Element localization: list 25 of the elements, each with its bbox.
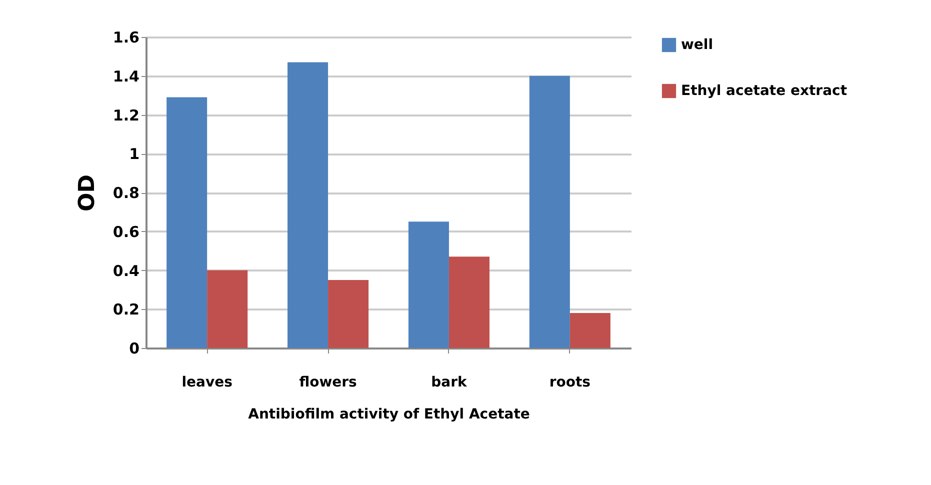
legend-label: Ethyl acetate extract	[681, 83, 848, 99]
legend-label: well	[681, 37, 714, 53]
x-tick-label: bark	[431, 374, 468, 390]
y-axis-title: OD	[74, 174, 100, 212]
bar	[408, 222, 449, 348]
x-tick-label: leaves	[182, 374, 232, 390]
bar	[207, 270, 248, 348]
y-tick-label: 1.4	[112, 67, 140, 86]
bar	[448, 256, 490, 348]
bar	[529, 76, 570, 348]
bar	[328, 280, 369, 348]
y-tick-label: 0.2	[112, 300, 140, 319]
y-tick-label: 0.8	[112, 184, 140, 202]
x-tick-label: roots	[549, 374, 591, 390]
y-tick-label: 0.6	[112, 222, 140, 241]
y-tick-label: 0.4	[112, 262, 140, 280]
y-tick-label: 0	[129, 340, 140, 358]
y-tick-label: 1	[129, 145, 140, 164]
bar	[288, 62, 328, 348]
y-tick-label: 1.2	[112, 106, 140, 124]
x-tick-label: flowers	[299, 374, 357, 390]
bar	[166, 97, 208, 348]
bar	[570, 313, 610, 348]
x-axis-title: Antibiofilm activity of Ethyl Acetate	[248, 406, 530, 422]
y-tick-label: 1.6	[112, 28, 140, 46]
